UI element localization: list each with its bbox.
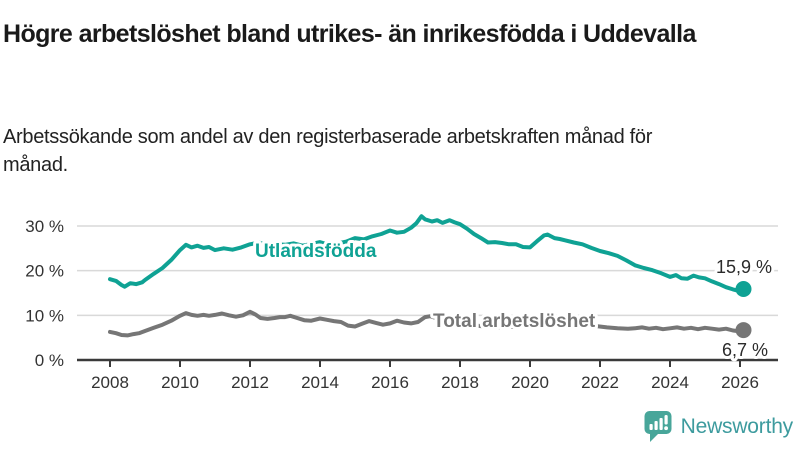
- brand-wordmark: Newsworthy: [680, 414, 794, 438]
- x-tick-label: 2018: [441, 373, 479, 392]
- x-tick-label: 2014: [301, 373, 339, 392]
- x-tick-label: 2008: [91, 373, 129, 392]
- series-line-1: [108, 309, 746, 338]
- y-tick-label: 20 %: [25, 262, 64, 281]
- newsworthy-logo: Newsworthy: [644, 410, 793, 443]
- x-tick-label: 2022: [581, 373, 619, 392]
- unemployment-line-chart: 0 % 10 % 20 % 30 % 2008 2010 2012 2014 2016 2018 2…: [25, 214, 778, 392]
- chart-subtitle: Arbetssökande som andel av den registerb…: [3, 126, 653, 176]
- x-tick-label: 2026: [721, 373, 759, 392]
- x-tick-label: 2016: [371, 373, 409, 392]
- x-tick-label: 2010: [161, 373, 199, 392]
- series-end-value-0: 15,9 %: [716, 257, 772, 277]
- series-line-0: [108, 214, 746, 293]
- y-tick-label: 10 %: [25, 306, 64, 325]
- series-end-dot-0: [735, 280, 752, 297]
- x-tick-label: 2012: [231, 373, 269, 392]
- series-label-1: Total arbetslöshet: [433, 311, 596, 332]
- series-label-0: Utlandsfödda: [255, 241, 377, 262]
- y-tick-label: 0 %: [35, 351, 64, 370]
- x-tick-label: 2024: [651, 373, 689, 392]
- x-tick-label: 2020: [511, 373, 549, 392]
- bar-chart-speech-bubble-icon: [644, 411, 672, 442]
- page-title: Högre arbetslöshet bland utrikes- än inr…: [3, 19, 696, 48]
- series-end-dot-1: [735, 322, 752, 339]
- series-end-value-1: 6,7 %: [722, 340, 768, 360]
- y-tick-label: 30 %: [25, 217, 64, 236]
